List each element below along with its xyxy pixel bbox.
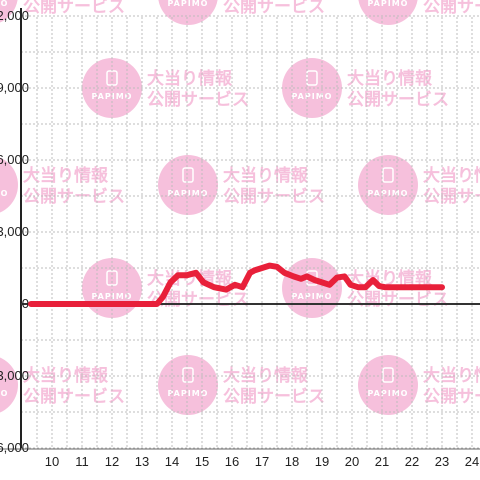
watermark-logo-circle: [0, 357, 18, 413]
watermark-line2: 公開サービス: [147, 90, 249, 110]
watermark-line1: 大当り情報: [423, 165, 480, 186]
watermark-logo-circle: [158, 0, 218, 25]
x-tick-label: 16: [225, 454, 239, 469]
watermark-line1: 大当り情報: [223, 165, 309, 186]
x-tick-label: 15: [195, 454, 209, 469]
x-tick-label: 24: [465, 454, 479, 469]
y-tick-label: -6,000: [0, 440, 29, 455]
x-tick-label: 20: [345, 454, 359, 469]
watermark-logo-circle: [358, 355, 418, 415]
watermark-logo-circle: [158, 155, 218, 215]
watermark-line2: 公開サービス: [223, 0, 325, 17]
x-tick-label: 11: [75, 454, 89, 469]
watermark-line2: 公開サービス: [423, 187, 480, 207]
watermark-line2: 公開サービス: [223, 187, 325, 207]
watermark-logo-text: PAPIMO: [292, 92, 333, 101]
x-tick-label: 22: [405, 454, 419, 469]
watermark-logo-circle: [282, 258, 342, 318]
watermark-layer: PAPIMO大当り情報公開サービスPAPIMO大当り情報公開サービスPAPIMO…: [0, 0, 480, 415]
watermark-logo-circle: [0, 157, 18, 213]
watermark-line1: 大当り情報: [347, 68, 433, 89]
x-tick-label: 13: [135, 454, 149, 469]
watermark-logo-text: PAPIMO: [168, 0, 209, 8]
watermark-line2: 公開サービス: [23, 0, 125, 17]
watermark-logo-text: PAPIMO: [92, 292, 133, 301]
y-tick-label: 9,000: [0, 80, 29, 95]
x-tick-label: 18: [285, 454, 299, 469]
y-tick-label: 6,000: [0, 152, 29, 167]
phone-icon: [382, 367, 394, 383]
watermark-line2: 公開サービス: [23, 387, 125, 407]
watermark-logo-circle: [158, 355, 218, 415]
watermark-line2: 公開サービス: [347, 90, 449, 110]
x-tick-labels: 10 11 12 13 14 15 16 17 18 19 20 21 22 23 24: [45, 454, 479, 469]
series-line: [28, 262, 445, 307]
watermark-line1: 大当り情報: [147, 68, 233, 89]
x-tick-label: 21: [375, 454, 389, 469]
y-tick-label: 0: [22, 296, 29, 311]
x-tick-label: 19: [315, 454, 329, 469]
watermark-line2: 公開サービス: [223, 387, 325, 407]
x-tick-label: 17: [255, 454, 269, 469]
x-tick-label: 10: [45, 454, 59, 469]
watermark-line2: 公開サービス: [423, 0, 480, 17]
phone-icon: [182, 167, 194, 183]
watermark-logo-text: PAPIMO: [0, 389, 8, 398]
y-tick-label: 3,000: [0, 224, 29, 239]
watermark-line2: 公開サービス: [423, 387, 480, 407]
x-tick-label: 14: [165, 454, 179, 469]
watermark-line1: 大当り情報: [23, 165, 109, 186]
watermark-logo-text: PAPIMO: [0, 189, 8, 198]
series-layer: [28, 262, 445, 307]
watermark-logo-text: PAPIMO: [368, 189, 409, 198]
watermark-logo-text: PAPIMO: [368, 0, 409, 8]
watermark-logo-circle: [282, 58, 342, 118]
phone-icon: [182, 367, 194, 383]
phone-icon: [382, 167, 394, 183]
y-tick-labels: -6,000 -3,000 0 3,000 6,000 9,000 12,000: [0, 8, 29, 455]
y-tick-label: 12,000: [0, 8, 29, 23]
watermark-line2: 公開サービス: [347, 290, 449, 310]
x-tick-label: 23: [435, 454, 449, 469]
watermark-logo-text: PAPIMO: [292, 292, 333, 301]
watermark-logo-text: PAPIMO: [92, 92, 133, 101]
watermark-logo-circle: [358, 155, 418, 215]
grid-lines: [21, 15, 480, 449]
watermark-logo-circle: [0, 0, 18, 23]
watermark-logo-text: PAPIMO: [0, 0, 8, 8]
x-tick-label: 12: [105, 454, 119, 469]
watermark-logo-circle: [358, 0, 418, 25]
watermark-line1: 大当り情報: [423, 365, 480, 386]
watermark-line2: 公開サービス: [23, 187, 125, 207]
y-tick-label: -3,000: [0, 368, 29, 383]
watermark-logo-text: PAPIMO: [368, 389, 409, 398]
